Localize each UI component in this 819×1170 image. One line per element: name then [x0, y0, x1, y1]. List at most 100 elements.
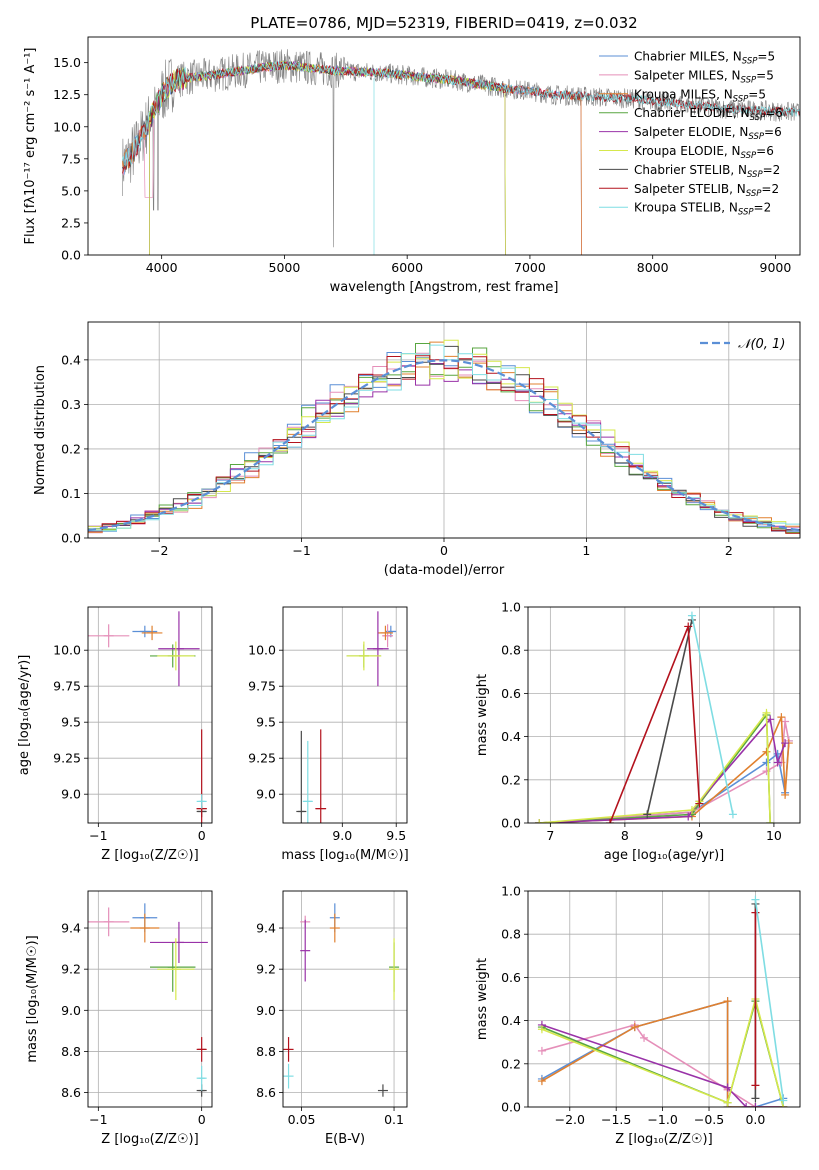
y-tick-label: 0.6: [501, 686, 521, 701]
sfh-marker: [762, 758, 771, 767]
x-axis-label: E(B-V): [325, 1132, 365, 1147]
y-tick-label: 10.0: [248, 643, 276, 658]
sfh-marker: [630, 1023, 639, 1032]
y-tick-label: 0.0: [61, 248, 81, 263]
x-tick-label: 9.0: [332, 828, 352, 843]
sfh-kroupa-elodie: [535, 708, 775, 823]
plot-area-residuals: [88, 339, 800, 536]
y-tick-label: 9.4: [256, 921, 276, 936]
x-tick-label: 8000: [637, 260, 669, 275]
y-axis-label: Normed distribution: [33, 365, 48, 495]
x-tick-label: 2: [725, 543, 733, 558]
axes-frame: [282, 890, 408, 1108]
errorbar-salpeter-elodie: [158, 611, 200, 687]
legend-entry: Chabrier STELIB, NSSP=2: [634, 163, 780, 180]
sfh-marker: [751, 908, 760, 917]
sfh-marker: [537, 1025, 546, 1034]
chart-title: PLATE=0786, MJD=52319, FIBERID=0419, z=0…: [250, 14, 637, 32]
x-axis-label: mass [log₁₀(M/M☉)]: [281, 848, 408, 863]
model-spectrum-salpeter-elodie: [149, 60, 506, 255]
errorbar-kroupa-elodie: [389, 938, 400, 1001]
sfh-marker: [684, 622, 693, 631]
x-tick-label: 10: [766, 828, 782, 843]
y-tick-label: 0.1: [61, 486, 81, 501]
y-tick-label: 9.0: [256, 1003, 276, 1018]
errorbar-salpeter-miles: [88, 624, 130, 648]
x-tick-label: 7000: [514, 260, 546, 275]
y-tick-label: 0.8: [501, 643, 521, 658]
y-axis-label: Flux [fλ10⁻¹⁷ erg cm⁻² s⁻¹ A⁻¹]: [23, 48, 38, 245]
y-tick-label: 0.4: [501, 1013, 521, 1028]
errorbar-chabrier-stelib: [377, 1084, 388, 1097]
y-tick-label: 9.2: [256, 962, 276, 977]
errorbar-kroupa-elodie: [346, 641, 382, 671]
y-tick-label: 1.0: [501, 884, 521, 899]
x-tick-label: 5000: [269, 260, 301, 275]
sfh-marker: [766, 715, 775, 724]
sfh-chabrier-stelib: [643, 615, 696, 819]
x-tick-label: 4000: [146, 260, 178, 275]
legend-entry: Salpeter MILES, NSSP=5: [634, 68, 774, 85]
axes-spectrum: 4000 5000 6000 7000 8000 9000 0.0 2.5 5.0 7.5 10.0…: [23, 36, 801, 295]
sfh-line: [539, 740, 790, 823]
y-tick-label: 8.6: [256, 1085, 276, 1100]
y-tick-label: 0.2: [61, 441, 81, 456]
axes-mass_vs_ebv: 0.05 0.1 8.6 8.8 9.0 9.2 9.4 E(B-V): [256, 890, 408, 1147]
sfh-line: [541, 1000, 784, 1107]
sfh-salpeter-stelib: [751, 908, 760, 1090]
x-tick-label: −1: [292, 543, 310, 558]
legend-entry: Salpeter STELIB, NSSP=2: [634, 182, 779, 199]
y-tick-label: 1.0: [501, 600, 521, 615]
x-tick-label: 0: [198, 828, 206, 843]
sfh-marker: [751, 1094, 760, 1103]
legend: 𝒩(0, 1): [700, 337, 785, 352]
sfh-marker: [605, 819, 614, 823]
sfh-marker: [723, 1098, 732, 1107]
sfh-marker: [537, 1077, 546, 1086]
sfh-marker: [751, 1081, 760, 1090]
hist-kroupa-stelib: [88, 344, 800, 532]
legend-entry: Kroupa STELIB, NSSP=2: [634, 201, 771, 218]
sfh-kroupa-stelib: [751, 895, 788, 1105]
errorbar-kroupa-stelib: [302, 740, 313, 823]
y-tick-label: 9.75: [248, 679, 276, 694]
sfh-marker: [643, 810, 652, 819]
sfh-salpeter-miles: [535, 717, 793, 823]
x-tick-label: −2: [150, 543, 168, 558]
x-tick-label: 9: [695, 828, 703, 843]
axes-age_vs_Z: −1 0 9.0 9.25 9.5 9.75 10.0 Z [log₁₀(Z/Z☉)] age …: [17, 606, 213, 863]
x-axis-label: Z [log₁₀(Z/Z☉)]: [101, 848, 198, 863]
sfh-marker: [695, 799, 704, 808]
axes-mass_vs_Z: −1 0 8.6 8.8 9.0 9.2 9.4 Z [log₁₀(Z/Z☉)] mass [l…: [25, 890, 213, 1147]
grid-mass_vs_Z: [88, 891, 212, 1107]
y-tick-label: 5.0: [61, 183, 81, 198]
plot-area-mass_vs_Z: [88, 903, 208, 1097]
y-axis-label: mass weight: [475, 958, 490, 1040]
sfh-line: [646, 619, 693, 815]
sfh-marker: [723, 1083, 732, 1092]
x-tick-label: −2.0: [555, 1112, 585, 1127]
y-tick-label: 0.0: [61, 531, 81, 546]
x-tick-label: 1: [582, 543, 590, 558]
legend-entry: Chabrier MILES, NSSP=5: [634, 50, 775, 67]
sfh-marker: [781, 717, 790, 726]
y-tick-label: 12.5: [53, 87, 81, 102]
sfh-marker: [762, 708, 771, 717]
axes-residuals: −2 −1 0 1 2 0.0 0.1 0.2 0.3 0.4 (data-model)/error…: [33, 321, 801, 578]
y-tick-label: 0.2: [501, 772, 521, 787]
sfh-line: [691, 615, 734, 815]
errorbar-chabrier-stelib: [296, 730, 307, 823]
plot-area-age_vs_mass: [296, 611, 397, 823]
sfh-line: [539, 721, 790, 823]
x-tick-label: 9.5: [386, 828, 406, 843]
errorbar-chabrier-elodie: [150, 942, 196, 992]
plot-area-mass_vs_ebv: [283, 903, 400, 1097]
legend-entry: 𝒩(0, 1): [738, 337, 785, 352]
sfh-marker: [781, 790, 790, 799]
x-tick-label: 6000: [391, 260, 423, 275]
sfh-line: [539, 712, 771, 823]
y-tick-label: 9.5: [61, 715, 81, 730]
y-tick-label: 8.6: [61, 1085, 81, 1100]
errorbar-chabrier-miles: [132, 625, 158, 638]
